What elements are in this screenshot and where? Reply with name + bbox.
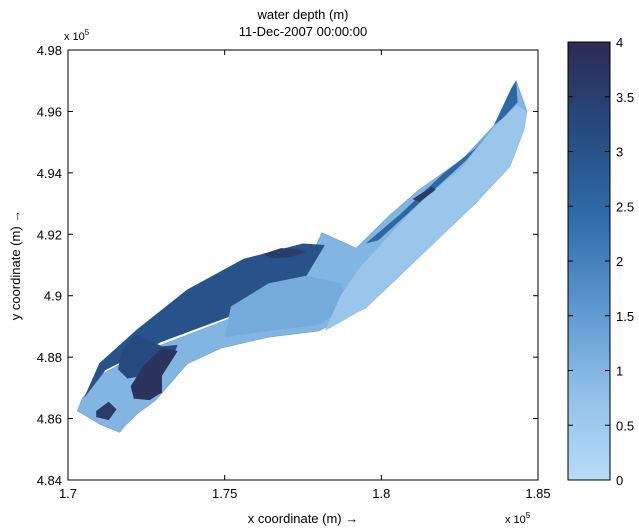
colorbar-tick-label: 3.5	[616, 90, 634, 105]
y-tick-label: 4.94	[37, 166, 62, 181]
x-tick-label: 1.7	[59, 486, 77, 501]
depth-field	[77, 80, 528, 433]
depth-zone-0	[83, 243, 325, 399]
y-tick-label: 4.86	[37, 412, 62, 427]
y-tick-label: 4.96	[37, 104, 62, 119]
depth-zone-4	[412, 186, 437, 202]
depth-zone-6	[130, 347, 178, 401]
colorbar	[567, 41, 611, 481]
colorbar-tick-label: 0	[616, 473, 623, 488]
depth-zone-2	[494, 80, 518, 126]
depth-zone-5	[118, 334, 178, 379]
x-tick-label: 1.85	[525, 486, 550, 501]
colorbar-tick-label: 2	[616, 254, 623, 269]
colorbar-tick-label: 4	[616, 35, 623, 50]
colorbar-axis: 0 0.5 1 1.5 2 2.5 3 3.5 4	[568, 35, 634, 488]
y-tick-label: 4.88	[37, 350, 62, 365]
depth-zone-8	[224, 275, 350, 338]
y-tick-label: 4.92	[37, 227, 62, 242]
y-exponent-label: x 10	[64, 31, 85, 43]
y-exponent: x 105	[64, 28, 90, 43]
y-axis-label: y coordinate (m) →	[8, 210, 23, 321]
colorbar-tick-label: 1.5	[616, 309, 634, 324]
x-axis: 1.7 1.75 1.8 1.85	[59, 50, 551, 501]
colorbar-tick-label: 1	[616, 364, 623, 379]
y-axis: 4.84 4.86 4.88 4.9 4.92 4.94 4.96 4.98	[37, 43, 538, 488]
colorbar-tick-label: 0.5	[616, 418, 634, 433]
y-tick-label: 4.84	[37, 473, 62, 488]
x-axis-label: x coordinate (m) →	[248, 511, 359, 526]
colorbar-tick-label: 2.5	[616, 199, 634, 214]
chart-subtitle: 11-Dec-2007 00:00:00	[239, 24, 367, 39]
y-tick-label: 4.9	[44, 289, 62, 304]
y-exponent-power: 5	[85, 28, 90, 37]
x-tick-label: 1.8	[372, 486, 390, 501]
x-exponent-label: x 10	[505, 514, 526, 526]
colorbar-tick-label: 3	[616, 145, 623, 160]
x-exponent-power: 5	[526, 511, 531, 520]
depth-zone-3	[262, 248, 307, 259]
depth-zone-9	[324, 105, 527, 331]
x-tick-label: 1.75	[212, 486, 237, 501]
y-tick-label: 4.98	[37, 43, 62, 58]
depth-zone-7	[96, 401, 117, 421]
chart-title: water depth (m)	[256, 7, 348, 22]
x-exponent: x 105	[505, 511, 531, 526]
